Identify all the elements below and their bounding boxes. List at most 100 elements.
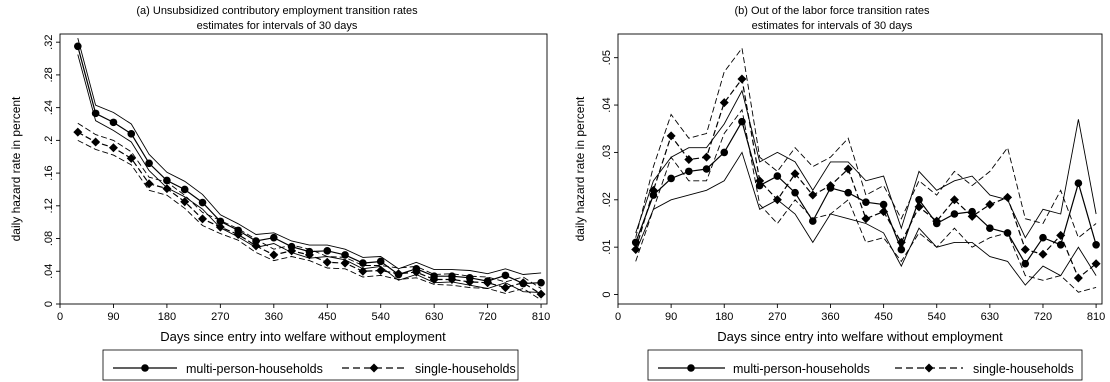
legend-marker-diamond	[369, 363, 379, 373]
chart-panel-a: (a) Unsubsidized contributory employment…	[9, 5, 550, 381]
data-point-single	[737, 74, 747, 84]
data-point-single	[215, 222, 225, 232]
legend: multi-person-households single-household…	[102, 349, 519, 381]
chart-a-svg: (a) Unsubsidized contributory employment…	[9, 5, 550, 381]
x-tick-label: 270	[768, 311, 786, 323]
data-point-single	[879, 207, 889, 217]
data-point-single	[126, 153, 136, 163]
data-point-single	[518, 278, 528, 288]
x-tick-label: 540	[372, 311, 390, 323]
data-point-single	[896, 237, 906, 247]
x-tick-label: 720	[478, 311, 496, 323]
data-point-single	[648, 185, 658, 195]
data-point-single	[251, 241, 261, 251]
y-tick-label: .28	[43, 67, 55, 82]
y-tick-label: .01	[601, 240, 613, 255]
y-tick-label: 0	[601, 291, 613, 297]
x-tick-label: 450	[318, 311, 336, 323]
x-tick-label: 90	[107, 311, 119, 323]
data-point-multi	[879, 200, 888, 209]
data-point-multi	[163, 176, 171, 185]
data-point-single	[536, 289, 546, 299]
ci-lower-line-single	[635, 108, 1097, 293]
data-point-multi	[950, 210, 959, 218]
chart-panel-b: (b) Out of the labor force transition ra…	[555, 0, 1110, 382]
data-point-multi	[631, 238, 640, 247]
data-point-single	[144, 179, 154, 189]
x-tick-label: 360	[265, 311, 283, 323]
x-tick-label: 450	[874, 311, 892, 323]
legend-marker-circle	[687, 364, 695, 372]
y-axis: 0 .04 .08 .12 .16 .2 .24 .28 .32	[43, 35, 60, 307]
series-line-multi	[635, 120, 1097, 265]
ci-upper-line-single	[77, 122, 542, 289]
data-point-single	[287, 246, 297, 256]
data-point-multi	[968, 207, 976, 216]
y-tick-label: .04	[43, 264, 55, 279]
y-tick-label: .03	[601, 145, 613, 160]
x-tick-label: 630	[981, 311, 999, 323]
y-axis: 0 .01 .02 .03 .04 .05	[601, 50, 618, 298]
data-point-single	[162, 184, 172, 194]
data-point-multi	[1056, 240, 1065, 249]
y-tick-label: .16	[43, 165, 55, 180]
series-markers	[631, 74, 1101, 283]
x-tick-label: 540	[928, 311, 946, 323]
y-tick-label: .32	[43, 35, 55, 50]
data-point-single	[376, 265, 386, 275]
data-point-multi	[986, 224, 994, 233]
data-point-multi	[323, 247, 332, 255]
data-point-single	[755, 176, 765, 186]
data-point-single	[233, 229, 243, 239]
data-point-multi	[537, 278, 545, 287]
x-tick-label: 90	[665, 311, 677, 323]
data-point-multi	[773, 172, 782, 180]
data-point-single	[429, 274, 439, 284]
data-point-single	[340, 258, 350, 268]
data-point-single	[465, 277, 475, 287]
x-tick-label: 810	[1087, 311, 1105, 323]
confidence-bands	[77, 37, 542, 301]
legend-label-single: single-households	[415, 362, 516, 376]
data-point-single	[500, 283, 510, 293]
legend-box	[647, 349, 1083, 381]
data-point-multi	[1021, 259, 1030, 268]
data-point-single	[91, 137, 101, 147]
data-point-multi	[109, 118, 118, 127]
chart-b-svg: (b) Out of the labor force transition ra…	[573, 5, 1105, 381]
legend-box	[102, 349, 519, 381]
x-tick-label: 630	[425, 311, 443, 323]
data-point-single	[914, 202, 924, 212]
chart-subtitle: estimates for intervals of 30 days	[752, 20, 913, 32]
data-point-single	[1091, 259, 1101, 269]
y-tick-label: .04	[601, 97, 613, 112]
data-point-single	[843, 164, 853, 174]
data-point-multi	[91, 109, 100, 118]
x-tick-label: 720	[1034, 311, 1052, 323]
y-axis-label: daily hazard rate in percent	[9, 96, 23, 241]
x-axis: 0 90 180 270 360 450 540 630 720 810	[615, 304, 1105, 323]
data-point-single	[702, 152, 712, 162]
y-axis-label: daily hazard rate in percent	[573, 96, 587, 241]
data-point-multi	[915, 195, 923, 204]
data-point-multi	[755, 181, 764, 190]
data-point-multi	[270, 233, 278, 242]
data-point-multi	[127, 130, 136, 138]
data-point-single	[631, 245, 641, 255]
ci-upper-line-multi	[77, 37, 542, 275]
data-point-multi	[376, 257, 385, 266]
data-point-single	[108, 143, 118, 153]
data-point-multi	[1092, 240, 1100, 249]
data-point-single	[73, 127, 83, 137]
series-markers	[73, 42, 546, 299]
data-point-single	[322, 257, 332, 267]
data-point-multi	[702, 165, 711, 173]
data-point-multi	[252, 237, 260, 245]
data-point-multi	[720, 148, 729, 157]
data-point-multi	[1039, 233, 1047, 242]
data-point-single	[1038, 249, 1048, 259]
y-tick-label: .24	[43, 100, 55, 115]
data-point-single	[790, 169, 800, 179]
data-point-multi	[862, 198, 870, 206]
data-point-multi	[791, 188, 799, 197]
